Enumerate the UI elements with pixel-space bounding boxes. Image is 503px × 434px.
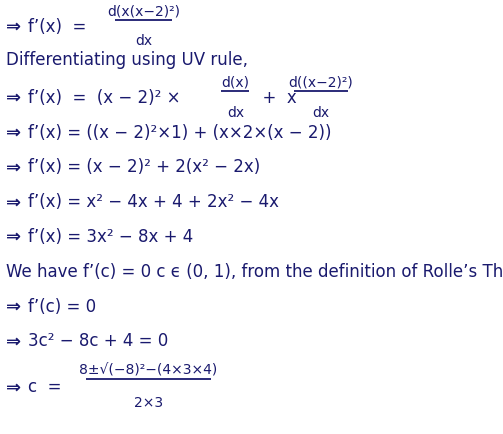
Text: d(x): d(x)	[221, 75, 249, 89]
Text: dx: dx	[227, 105, 244, 119]
Text: ⇒: ⇒	[6, 193, 21, 211]
Text: ⇒: ⇒	[6, 227, 21, 246]
Text: d(x(x−2)²): d(x(x−2)²)	[107, 4, 180, 18]
Text: f’(c) = 0: f’(c) = 0	[28, 297, 96, 315]
Text: ⇒: ⇒	[6, 158, 21, 176]
Text: dx: dx	[135, 34, 152, 48]
Text: Differentiating using UV rule,: Differentiating using UV rule,	[6, 51, 248, 69]
Text: ⇒: ⇒	[6, 297, 21, 315]
Text: ⇒: ⇒	[6, 123, 21, 141]
Text: f’(x)  =  (x − 2)² ×: f’(x) = (x − 2)² ×	[28, 89, 186, 107]
Text: +  x: + x	[252, 89, 296, 107]
Text: 3c² − 8c + 4 = 0: 3c² − 8c + 4 = 0	[28, 332, 168, 350]
Text: We have f’(c) = 0 c ϵ (0, 1), from the definition of Rolle’s Theorem.: We have f’(c) = 0 c ϵ (0, 1), from the d…	[6, 262, 503, 280]
Text: ⇒: ⇒	[6, 89, 21, 107]
Text: f’(x) = (x − 2)² + 2(x² − 2x): f’(x) = (x − 2)² + 2(x² − 2x)	[28, 158, 260, 176]
Text: f’(x)  =: f’(x) =	[28, 18, 97, 36]
Text: dx: dx	[312, 105, 329, 119]
Text: 2×3: 2×3	[134, 395, 163, 409]
Text: ⇒: ⇒	[6, 332, 21, 350]
Text: f’(x) = 3x² − 8x + 4: f’(x) = 3x² − 8x + 4	[28, 227, 193, 246]
Text: f’(x) = ((x − 2)²×1) + (x×2×(x − 2)): f’(x) = ((x − 2)²×1) + (x×2×(x − 2))	[28, 123, 331, 141]
Text: ⇒: ⇒	[6, 377, 21, 395]
Text: d((x−2)²): d((x−2)²)	[289, 75, 353, 89]
Text: ⇒: ⇒	[6, 18, 21, 36]
Text: f’(x) = x² − 4x + 4 + 2x² − 4x: f’(x) = x² − 4x + 4 + 2x² − 4x	[28, 193, 279, 211]
Text: c  =: c =	[28, 377, 71, 395]
Text: 8±√(−8)²−(4×3×4): 8±√(−8)²−(4×3×4)	[79, 363, 217, 377]
